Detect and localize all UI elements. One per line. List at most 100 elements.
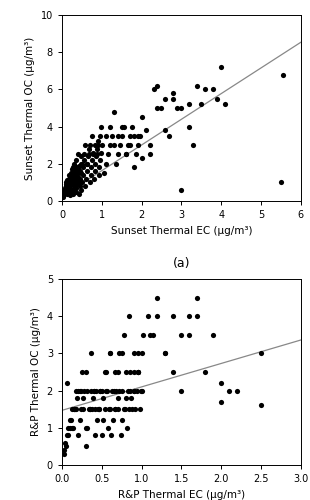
Point — [147, 141, 152, 149]
Point — [131, 164, 136, 172]
Point — [131, 350, 136, 358]
Point — [63, 182, 68, 190]
Point — [128, 386, 133, 394]
Point — [155, 312, 160, 320]
Point — [86, 145, 91, 153]
Point — [61, 190, 66, 198]
Point — [163, 350, 168, 358]
Point — [131, 386, 136, 394]
Point — [66, 178, 71, 186]
Point — [130, 405, 135, 413]
Point — [70, 166, 75, 173]
Point — [66, 174, 71, 182]
Point — [77, 182, 82, 190]
Point — [99, 431, 104, 439]
Point — [84, 167, 89, 175]
Point — [171, 312, 176, 320]
Point — [76, 162, 81, 170]
Point — [133, 405, 138, 413]
Point — [163, 94, 168, 102]
Point — [107, 122, 112, 130]
Point — [187, 122, 192, 130]
Point — [85, 160, 90, 168]
Point — [75, 169, 80, 177]
Point — [69, 405, 74, 413]
Point — [111, 386, 116, 394]
Point — [74, 180, 79, 188]
Point — [76, 166, 81, 173]
Point — [71, 186, 76, 194]
Point — [75, 386, 80, 394]
X-axis label: Sunset Thermal EC (μg/m³): Sunset Thermal EC (μg/m³) — [111, 226, 252, 235]
Point — [136, 368, 141, 376]
Point — [81, 164, 86, 172]
Point — [167, 132, 172, 140]
Point — [171, 94, 176, 102]
Point — [171, 368, 176, 376]
Point — [126, 386, 131, 394]
Point — [103, 160, 108, 168]
Point — [98, 386, 103, 394]
Point — [101, 416, 106, 424]
Point — [123, 368, 128, 376]
Point — [72, 171, 77, 179]
Point — [125, 141, 130, 149]
Point — [199, 100, 204, 108]
Point — [135, 368, 140, 376]
Point — [61, 193, 66, 201]
Point — [83, 442, 88, 450]
Point — [259, 350, 263, 358]
Point — [155, 82, 160, 90]
Point — [91, 394, 95, 402]
Point — [127, 132, 132, 140]
Point — [280, 70, 285, 78]
Point — [63, 438, 68, 446]
Point — [147, 150, 152, 158]
Point — [71, 424, 76, 432]
Point — [79, 405, 84, 413]
Point — [91, 386, 96, 394]
Point — [88, 386, 93, 394]
Point — [83, 174, 88, 182]
Point — [141, 331, 146, 339]
Y-axis label: R&P Thermal OC (μg/m³): R&P Thermal OC (μg/m³) — [31, 308, 41, 436]
Point — [72, 174, 77, 182]
Point — [97, 405, 102, 413]
Point — [74, 184, 79, 192]
Point — [69, 176, 74, 184]
Point — [95, 405, 100, 413]
Point — [62, 188, 67, 196]
Point — [82, 156, 87, 164]
Point — [135, 368, 140, 376]
Point — [122, 405, 127, 413]
Point — [93, 141, 98, 149]
Point — [94, 386, 99, 394]
Point — [96, 141, 101, 149]
Point — [133, 150, 138, 158]
Point — [73, 167, 78, 175]
Point — [134, 386, 139, 394]
Point — [117, 386, 122, 394]
Point — [109, 132, 114, 140]
Point — [96, 405, 101, 413]
Point — [145, 312, 150, 320]
Point — [78, 167, 83, 175]
Point — [98, 386, 103, 394]
Point — [119, 350, 124, 358]
Point — [64, 180, 69, 188]
Point — [72, 160, 77, 168]
Point — [93, 431, 98, 439]
Point — [85, 424, 90, 432]
Point — [135, 141, 140, 149]
Point — [107, 350, 112, 358]
Point — [85, 160, 90, 168]
Point — [93, 405, 98, 413]
Point — [77, 416, 82, 424]
Point — [143, 126, 148, 134]
Point — [107, 350, 112, 358]
Point — [64, 442, 69, 450]
Point — [139, 386, 144, 394]
Point — [71, 405, 77, 413]
Point — [138, 386, 143, 394]
Point — [163, 126, 168, 134]
